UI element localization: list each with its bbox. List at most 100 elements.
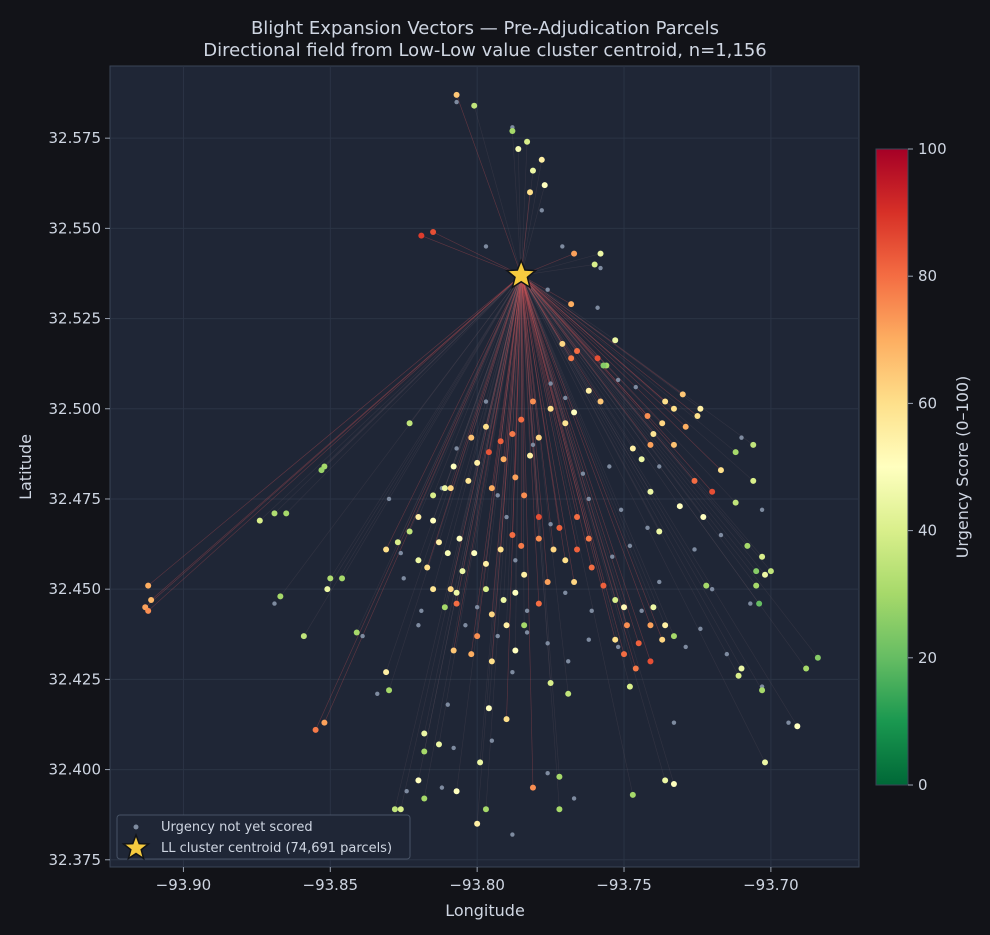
x-tick-label: −93.90 bbox=[156, 876, 212, 894]
vector-line bbox=[520, 170, 534, 276]
unscored-point bbox=[360, 633, 365, 639]
vector-line bbox=[432, 231, 522, 276]
scored-point bbox=[529, 784, 536, 791]
vector-line bbox=[520, 275, 666, 781]
unscored-point bbox=[548, 522, 553, 527]
scored-point bbox=[512, 474, 519, 481]
y-axis-label: Latitude bbox=[16, 434, 35, 500]
unscored-point bbox=[451, 745, 456, 751]
scored-point bbox=[324, 586, 331, 593]
vector-line bbox=[476, 275, 522, 637]
vector-line bbox=[409, 275, 522, 532]
scored-point bbox=[418, 232, 425, 239]
scored-point bbox=[339, 575, 346, 582]
vector-line bbox=[520, 275, 578, 518]
scored-point bbox=[488, 611, 495, 618]
vector-line bbox=[491, 275, 522, 489]
vector-line bbox=[473, 275, 522, 554]
y-tick-label: 32.425 bbox=[49, 670, 102, 688]
scored-point bbox=[735, 672, 742, 679]
unscored-point bbox=[671, 720, 677, 725]
unscored-point bbox=[510, 832, 515, 837]
scored-point bbox=[621, 604, 628, 611]
unscored-point bbox=[560, 244, 565, 249]
vector-line bbox=[520, 275, 639, 644]
vector-line bbox=[450, 275, 522, 489]
vector-line bbox=[520, 275, 651, 492]
scored-point bbox=[594, 355, 601, 362]
vector-line bbox=[520, 275, 534, 788]
scored-point bbox=[468, 651, 475, 658]
scored-point bbox=[574, 546, 581, 553]
scored-point bbox=[441, 485, 448, 492]
scored-point bbox=[283, 510, 290, 517]
vector-line bbox=[520, 275, 772, 572]
vector-line bbox=[520, 275, 651, 662]
unscored-point bbox=[530, 442, 536, 448]
chart-subtitle: Directional field from Low-Low value clu… bbox=[203, 40, 767, 61]
unscored-point bbox=[571, 796, 577, 801]
scored-point bbox=[659, 420, 666, 427]
scored-point bbox=[662, 622, 669, 629]
unscored-point bbox=[398, 550, 403, 556]
vector-line bbox=[488, 275, 522, 709]
grid bbox=[110, 66, 859, 867]
scored-point bbox=[391, 806, 398, 813]
legend-centroid-label: LL cluster centroid (74,691 parcels) bbox=[161, 841, 392, 856]
vector-line bbox=[400, 275, 522, 810]
unscored-point bbox=[748, 601, 753, 606]
unscored-point bbox=[474, 605, 480, 610]
scored-point bbox=[482, 560, 489, 567]
scored-point bbox=[717, 467, 724, 474]
vector-line bbox=[324, 275, 522, 723]
unscored-point bbox=[759, 507, 765, 512]
legend-unscored-marker bbox=[133, 824, 139, 830]
vector-line bbox=[520, 275, 642, 460]
vector-line bbox=[409, 275, 522, 424]
vector-line bbox=[520, 275, 540, 539]
vector-line bbox=[423, 275, 522, 799]
vector-line bbox=[520, 275, 763, 557]
vector-line bbox=[418, 275, 522, 781]
vector-line bbox=[453, 275, 522, 651]
vector-line bbox=[521, 275, 701, 410]
vector-line bbox=[418, 275, 522, 518]
x-tick-label: −93.75 bbox=[596, 876, 652, 894]
vector-line bbox=[315, 275, 522, 731]
scored-point bbox=[453, 600, 460, 607]
unscored-point bbox=[618, 507, 624, 512]
unscored-point bbox=[416, 623, 421, 628]
vector-line bbox=[453, 275, 522, 467]
vector-line bbox=[520, 275, 798, 727]
scored-point bbox=[447, 485, 454, 492]
scored-point bbox=[459, 568, 466, 575]
unscored-point bbox=[504, 514, 509, 520]
vector-line bbox=[520, 275, 766, 575]
vector-line bbox=[520, 275, 681, 507]
y-tick-label: 32.375 bbox=[49, 851, 102, 869]
scored-point bbox=[697, 405, 704, 412]
scored-point bbox=[509, 431, 516, 438]
legend-unscored-label: Urgency not yet scored bbox=[161, 820, 313, 835]
vector-line bbox=[520, 275, 531, 456]
scored-point bbox=[559, 340, 566, 347]
scored-point bbox=[415, 557, 422, 564]
unscored-point bbox=[586, 637, 591, 642]
scored-point bbox=[482, 806, 489, 813]
vector-line bbox=[520, 275, 590, 539]
unscored-point bbox=[404, 789, 409, 794]
vector-line bbox=[456, 275, 522, 604]
scored-point bbox=[521, 622, 528, 629]
vector-line bbox=[520, 275, 548, 582]
scored-point bbox=[518, 416, 525, 423]
scored-point bbox=[321, 719, 328, 726]
vector-line bbox=[520, 275, 637, 669]
scored-point bbox=[574, 514, 581, 521]
scored-point bbox=[450, 463, 457, 470]
vector-line bbox=[520, 275, 628, 626]
unscored-point bbox=[272, 601, 277, 606]
scored-point bbox=[644, 412, 651, 419]
scored-point bbox=[659, 636, 666, 643]
scored-point bbox=[453, 788, 460, 795]
unscored-point bbox=[589, 608, 594, 614]
